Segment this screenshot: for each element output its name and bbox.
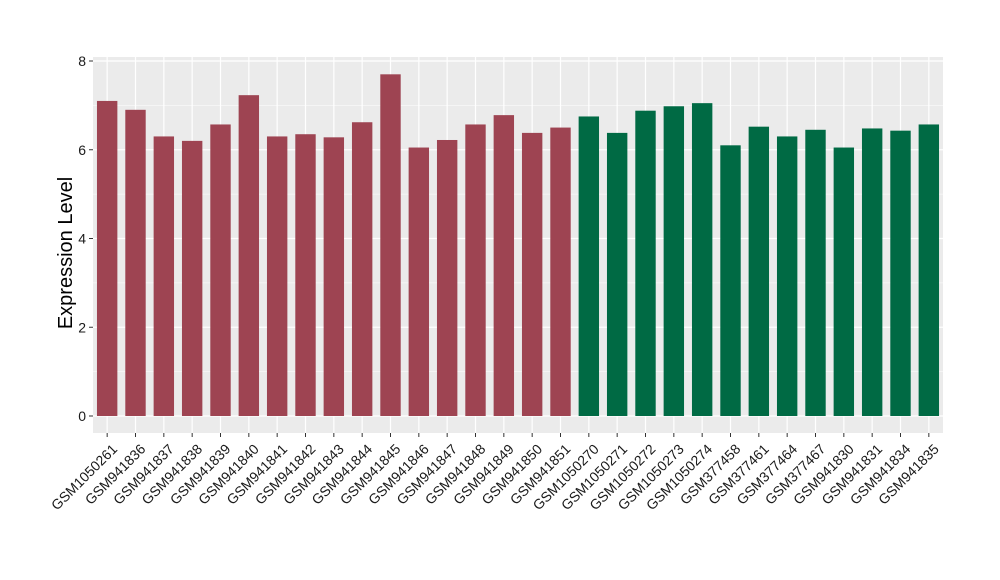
bar-GSM941851 <box>550 127 571 416</box>
y-tick-label: 8 <box>78 53 86 69</box>
bar-GSM941846 <box>408 147 430 416</box>
bar-GSM1050271 <box>606 132 628 416</box>
bar-GSM377458 <box>720 145 741 416</box>
y-tick-label: 2 <box>78 319 86 335</box>
y-axis-title: Expression Level <box>55 177 77 329</box>
bar-GSM941835 <box>918 124 940 417</box>
y-tick-label: 4 <box>78 231 86 247</box>
bar-GSM377467 <box>805 129 826 416</box>
bar-GSM941831 <box>861 128 883 416</box>
bar-GSM377461 <box>748 126 770 417</box>
bar-GSM941849 <box>493 115 515 416</box>
bars <box>96 74 940 417</box>
y-axis: 0 2 4 6 8 <box>78 53 93 424</box>
bar-GSM1050272 <box>635 110 656 416</box>
bar-GSM941830 <box>833 147 855 416</box>
bar-GSM941845 <box>380 74 401 416</box>
bar-GSM941838 <box>181 140 203 416</box>
bar-GSM1050270 <box>578 116 600 416</box>
bar-GSM941836 <box>125 109 146 416</box>
bar-GSM941841 <box>266 136 288 416</box>
bar-GSM941840 <box>238 95 260 416</box>
bar-GSM941843 <box>323 137 345 416</box>
bar-GSM941848 <box>465 124 486 417</box>
bar-GSM941844 <box>351 122 373 417</box>
plot-panel <box>93 57 943 433</box>
y-tick-label: 6 <box>78 142 86 158</box>
x-axis: GSM1050261GSM941836GSM941837GSM941838GSM… <box>48 433 942 513</box>
bar-GSM1050274 <box>691 103 713 416</box>
y-tick-label: 0 <box>78 408 86 424</box>
bar-GSM941847 <box>436 139 458 417</box>
bar-GSM941834 <box>890 130 911 416</box>
bar-GSM1050273 <box>663 106 685 416</box>
bar-GSM941842 <box>295 134 316 416</box>
bar-GSM941850 <box>521 132 543 416</box>
bar-GSM1050261 <box>96 100 118 416</box>
bar-GSM941839 <box>210 124 231 417</box>
bar-GSM941837 <box>153 136 175 416</box>
bar-GSM377464 <box>776 136 798 416</box>
